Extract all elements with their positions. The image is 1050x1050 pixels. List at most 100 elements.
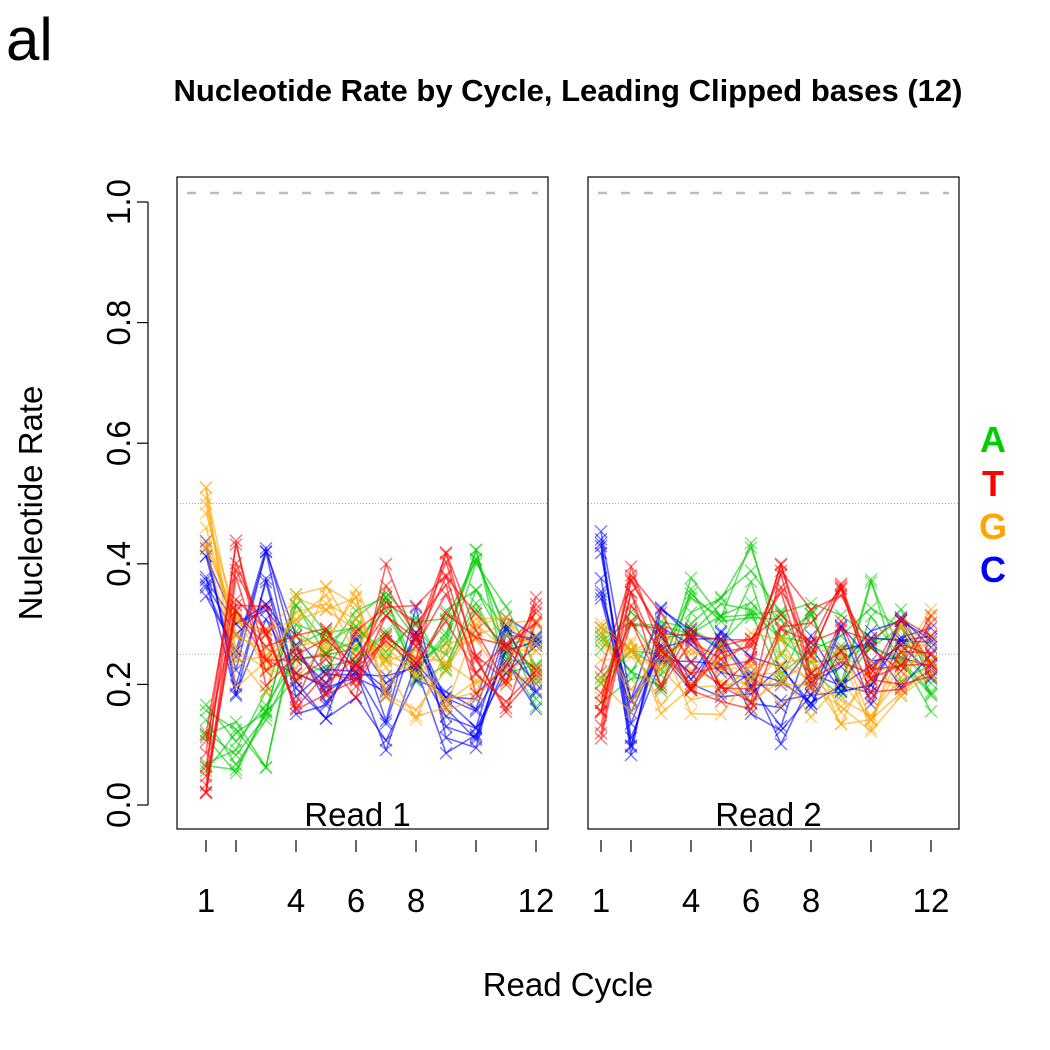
data-point [864, 725, 878, 739]
data-point [439, 545, 453, 559]
data-point [199, 491, 213, 505]
data-point [499, 599, 513, 613]
data-point [714, 660, 728, 674]
data-point [529, 602, 543, 616]
data-point [774, 622, 788, 636]
data-point [289, 707, 303, 721]
data-point [774, 699, 788, 713]
data-point [744, 575, 758, 589]
data-point [229, 763, 243, 777]
legend: A T G C [979, 419, 1007, 590]
data-point [744, 654, 758, 668]
x-tick-label: 4 [287, 882, 305, 919]
panel-read-1: Read 1 1 4 6 8 12 [176, 176, 554, 919]
data-point [409, 673, 423, 687]
data-point [834, 581, 848, 595]
data-point [259, 664, 273, 678]
data-point [774, 580, 788, 594]
data-point [714, 626, 728, 640]
data-point [229, 603, 243, 617]
data-point [834, 679, 848, 692]
data-point [684, 628, 698, 642]
data-point [864, 671, 878, 685]
data-point [319, 642, 333, 656]
chart-title: Nucleotide Rate by Cycle, Leading Clippe… [174, 73, 963, 108]
data-point [774, 620, 788, 634]
data-point [894, 677, 908, 691]
data-point [654, 626, 668, 639]
y-tick-label: 1.0 [100, 179, 137, 225]
data-point [499, 705, 513, 719]
data-point [319, 666, 333, 680]
data-point [529, 664, 543, 678]
data-point [834, 608, 848, 622]
data-point [319, 688, 333, 702]
data-point [319, 603, 333, 617]
data-point [774, 701, 788, 715]
data-point [529, 702, 543, 716]
data-point [349, 680, 363, 693]
y-tick-label: 0.6 [100, 420, 137, 466]
series-line [600, 561, 932, 734]
data-point [684, 621, 698, 635]
data-point [924, 688, 938, 702]
data-point [289, 613, 303, 626]
data-point [199, 481, 213, 495]
data-point [439, 604, 453, 618]
data-point [744, 595, 758, 609]
data-point [469, 704, 483, 718]
data-point [379, 685, 393, 699]
legend-label-a: A [980, 419, 1006, 460]
data-point [654, 662, 668, 676]
data-point [864, 624, 878, 638]
data-point [379, 733, 393, 747]
data-point [594, 638, 608, 652]
data-point [259, 653, 273, 667]
data-point [199, 746, 213, 760]
data-point [409, 632, 423, 646]
data-point [774, 674, 788, 688]
data-point [379, 624, 393, 638]
data-point [894, 671, 908, 685]
data-point [894, 612, 908, 626]
legend-label-g: G [979, 506, 1007, 547]
data-point [199, 734, 213, 748]
legend-label-t: T [982, 463, 1004, 504]
data-point [469, 687, 483, 701]
data-point [319, 677, 333, 691]
data-point [319, 652, 333, 666]
series-line [600, 576, 932, 713]
data-point [804, 681, 818, 695]
x-tick-label: 8 [407, 882, 425, 919]
data-point [379, 634, 393, 648]
data-point [714, 639, 728, 653]
data-point [469, 556, 483, 570]
series-line [205, 548, 537, 755]
data-point [199, 536, 213, 550]
data-point [864, 685, 878, 699]
data-point [594, 536, 608, 550]
data-point [499, 638, 513, 652]
data-point [594, 621, 608, 635]
data-point [259, 544, 273, 558]
data-point [439, 746, 453, 760]
data-point [864, 573, 878, 587]
data-point [499, 617, 513, 630]
data-point [439, 643, 453, 657]
data-point [469, 612, 483, 626]
data-point [529, 597, 543, 611]
data-point [804, 648, 818, 662]
data-point [199, 578, 213, 592]
data-point [229, 681, 243, 695]
data-point [229, 654, 243, 668]
data-point [469, 607, 483, 621]
data-point [469, 692, 483, 706]
data-point [289, 701, 303, 715]
data-point [469, 728, 483, 742]
series-line [600, 587, 932, 694]
data-point [409, 709, 423, 723]
data-point [594, 592, 608, 605]
data-point [924, 633, 938, 647]
data-point [684, 571, 698, 585]
data-point [349, 598, 363, 612]
